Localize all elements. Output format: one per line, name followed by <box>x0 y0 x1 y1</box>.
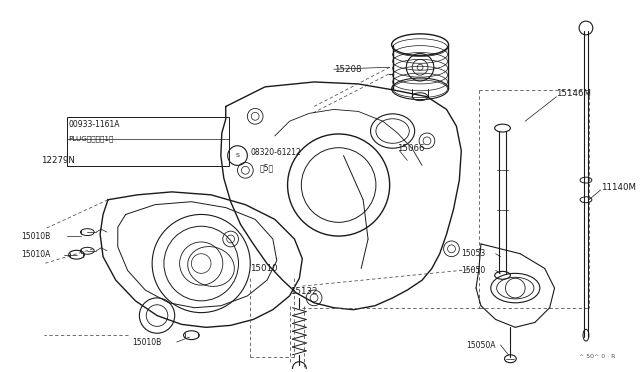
Text: S: S <box>236 153 239 158</box>
Text: 15146M: 15146M <box>557 89 591 98</box>
Text: PLUGプラグ（1）: PLUGプラグ（1） <box>68 135 114 142</box>
Text: 15053: 15053 <box>461 249 486 258</box>
Text: 15010: 15010 <box>250 264 278 273</box>
Text: 08320-61212: 08320-61212 <box>250 148 301 157</box>
Text: 12279N: 12279N <box>41 156 75 165</box>
Text: ^ 50^ 0 · R: ^ 50^ 0 · R <box>579 354 616 359</box>
Text: 15066: 15066 <box>397 144 425 153</box>
Bar <box>67 117 228 166</box>
Text: 15010B: 15010B <box>132 337 162 347</box>
Text: 15050A: 15050A <box>466 340 496 350</box>
Circle shape <box>292 362 306 372</box>
Text: 15050: 15050 <box>461 266 486 275</box>
Text: 15010A: 15010A <box>22 250 51 259</box>
Text: 15208: 15208 <box>333 65 361 74</box>
Text: 15010B: 15010B <box>22 231 51 241</box>
Text: 00933-1161A: 00933-1161A <box>68 120 120 129</box>
Text: 15132: 15132 <box>289 286 317 295</box>
Text: （5）: （5） <box>260 164 274 173</box>
Text: 11140M: 11140M <box>601 183 636 192</box>
